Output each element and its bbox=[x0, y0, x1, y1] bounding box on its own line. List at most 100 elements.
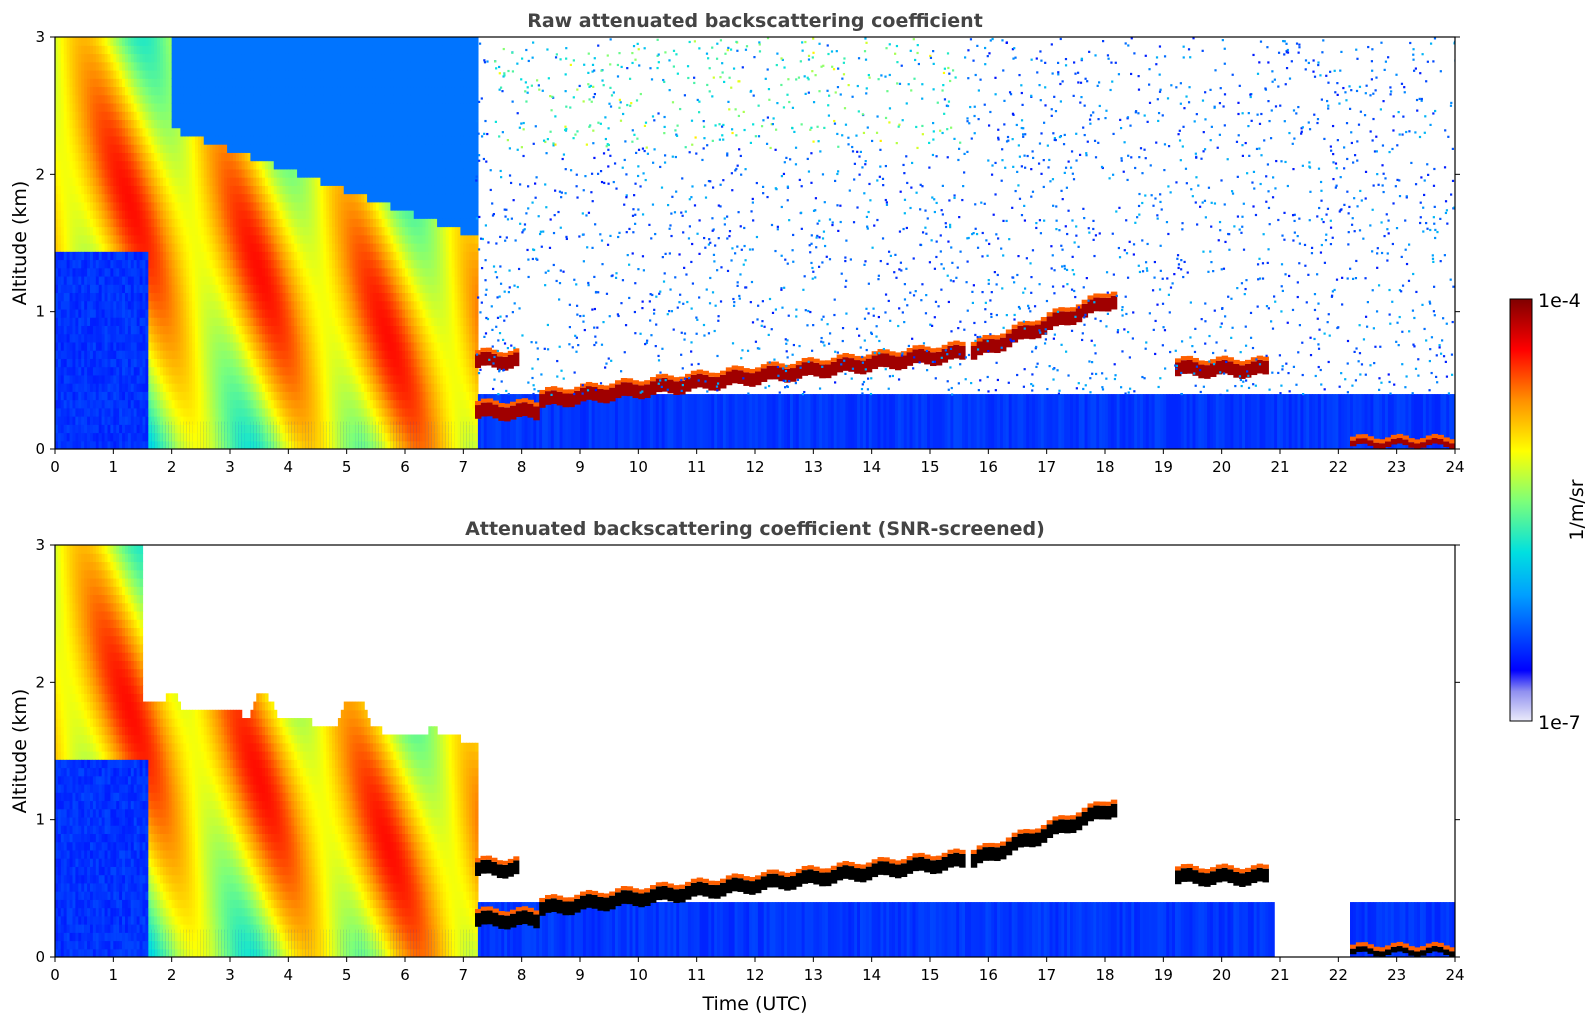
mark-plume-cell bbox=[209, 317, 214, 326]
mark-plume-cell bbox=[60, 168, 65, 178]
mark-plume-cell bbox=[288, 127, 292, 137]
mark-plume-cell bbox=[174, 152, 179, 162]
mark-plume-cell bbox=[259, 267, 263, 277]
mark-plume-cell bbox=[192, 374, 196, 384]
mark-plume-cell bbox=[84, 317, 88, 326]
mark-plume-cell bbox=[186, 300, 190, 310]
mark-plume-cell bbox=[133, 152, 138, 162]
mark-plume-cell bbox=[55, 251, 59, 261]
mark-plume-cell bbox=[151, 341, 155, 351]
mark-plume-cell bbox=[139, 160, 144, 170]
mark-plume-cell bbox=[224, 177, 228, 186]
mark-plume-cell bbox=[125, 300, 129, 310]
mark-plume-cell bbox=[177, 37, 182, 46]
mark-plume-cell bbox=[227, 168, 231, 178]
mark-plume-cell bbox=[57, 78, 62, 88]
mark-plume-cell bbox=[189, 94, 193, 104]
mark-plume-cell bbox=[55, 383, 59, 392]
mark-plume-cell bbox=[302, 308, 307, 318]
mark-plume-cell bbox=[221, 218, 225, 228]
mark-plume-cell bbox=[241, 234, 246, 244]
mark-plume-cell bbox=[209, 234, 214, 244]
mark-plume-cell bbox=[133, 333, 138, 343]
mark-plume-cell bbox=[244, 37, 249, 46]
mark-plume-cell bbox=[84, 308, 88, 318]
mark-plume-cell bbox=[265, 358, 269, 368]
mark-plume-cell bbox=[69, 185, 74, 195]
mark-plume-cell bbox=[87, 177, 91, 186]
mark-plume-cell bbox=[195, 226, 199, 236]
mark-plume-cell bbox=[165, 94, 170, 104]
mark-plume-cell bbox=[171, 341, 176, 351]
mark-plume-cell bbox=[335, 53, 339, 63]
mark-plume-cell bbox=[119, 308, 123, 318]
mark-plume-cell bbox=[323, 350, 327, 359]
mark-plume-cell bbox=[238, 127, 243, 137]
mark-plume-cell bbox=[267, 350, 272, 359]
mark-plume-cell bbox=[171, 193, 176, 203]
mark-plume-cell bbox=[305, 366, 310, 376]
mark-plume-cell bbox=[270, 259, 275, 269]
mark-plume-cell bbox=[317, 69, 322, 79]
mark-plume-cell bbox=[133, 300, 138, 310]
mark-plume-cell bbox=[267, 407, 272, 417]
mark-plume-cell bbox=[133, 234, 138, 244]
mark-plume-cell bbox=[230, 94, 234, 104]
mark-plume-cell bbox=[171, 135, 176, 145]
mark-plume-cell bbox=[174, 391, 179, 401]
mark-plume-cell bbox=[139, 267, 144, 277]
mark-plume-cell bbox=[84, 399, 88, 409]
mark-plume-cell bbox=[127, 127, 132, 137]
mark-plume-cell bbox=[180, 275, 184, 285]
mark-plume-cell bbox=[116, 374, 120, 384]
mark-plume-cell bbox=[230, 275, 234, 285]
mark-plume-cell bbox=[273, 234, 278, 244]
mark-plume-cell bbox=[267, 300, 272, 310]
mark-plume-cell bbox=[95, 300, 100, 310]
mark-plume-cell bbox=[122, 383, 126, 392]
mark-plume-cell bbox=[157, 366, 161, 376]
mark-plume-cell bbox=[101, 243, 106, 252]
mark-plume-cell bbox=[215, 53, 219, 63]
mark-plume-cell bbox=[247, 168, 252, 178]
mark-plume-cell bbox=[305, 45, 310, 55]
mark-plume-cell bbox=[265, 251, 269, 261]
mark-plume-cell bbox=[174, 259, 179, 269]
mark-plume-cell bbox=[200, 341, 205, 351]
mark-plume-cell bbox=[311, 300, 316, 310]
mark-plume-cell bbox=[326, 416, 330, 425]
mark-plume-cell bbox=[104, 168, 109, 178]
mark-plume-cell bbox=[335, 374, 339, 384]
mark-plume-cell bbox=[215, 111, 219, 120]
mark-plume-cell bbox=[192, 177, 196, 186]
mark-plume-cell bbox=[308, 127, 313, 137]
mark-plume-cell bbox=[294, 226, 298, 236]
mark-plume-cell bbox=[253, 135, 257, 145]
mark-plume-cell bbox=[192, 424, 196, 434]
mark-plume-cell bbox=[320, 102, 324, 112]
mark-plume-cell bbox=[168, 119, 173, 129]
mark-plume-cell bbox=[259, 210, 263, 219]
mark-plume-cell bbox=[215, 350, 219, 359]
mark-plume-cell bbox=[200, 424, 205, 434]
mark-plume-cell bbox=[314, 391, 319, 401]
mark-plume-cell bbox=[180, 350, 184, 359]
mark-plume-cell bbox=[157, 292, 161, 302]
mark-plume-cell bbox=[273, 275, 278, 285]
mark-plume-cell bbox=[69, 333, 74, 343]
mark-plume-cell bbox=[81, 119, 85, 129]
mark-plume-cell bbox=[259, 399, 263, 409]
mark-plume-cell bbox=[300, 325, 304, 335]
mark-plume-cell bbox=[230, 226, 234, 236]
mark-plume-cell bbox=[145, 275, 149, 285]
mark-plume-cell bbox=[87, 45, 91, 55]
mark-plume-cell bbox=[183, 53, 187, 63]
mark-plume-cell bbox=[75, 53, 79, 63]
mark-plume-cell bbox=[136, 424, 141, 434]
mark-plume-cell bbox=[241, 292, 246, 302]
mark-plume-cell bbox=[116, 251, 120, 261]
mark-plume-cell bbox=[302, 86, 307, 96]
mark-plume-cell bbox=[305, 440, 310, 449]
mark-plume-cell bbox=[81, 226, 85, 236]
mark-plume-cell bbox=[297, 399, 301, 409]
